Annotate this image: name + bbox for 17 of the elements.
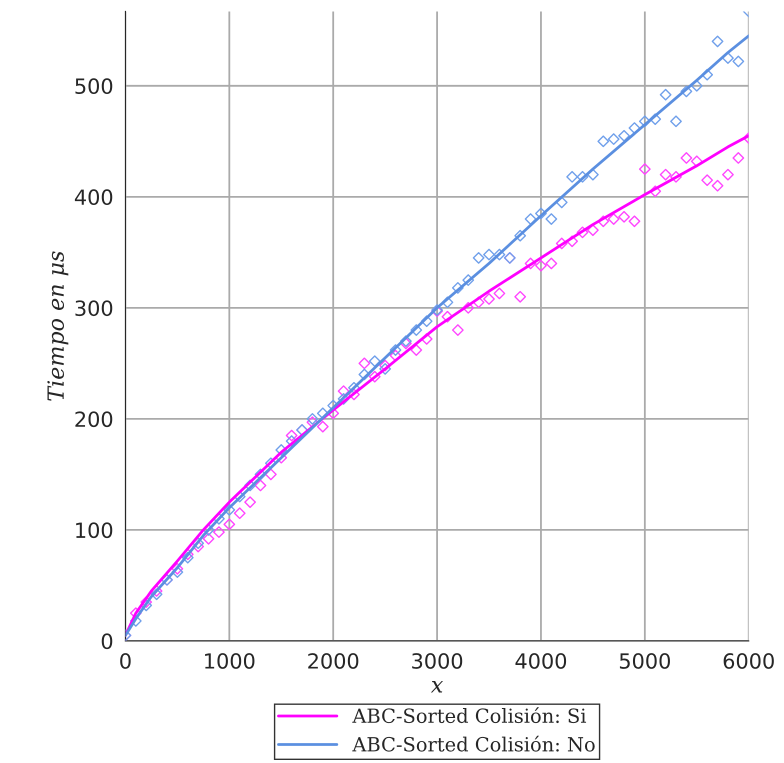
y-tick-label: 0 — [102, 633, 112, 650]
x-tick-label: 2000 — [308, 653, 358, 669]
x-tick-label: 3000 — [412, 653, 462, 669]
x-tick-label: 0 — [120, 653, 131, 669]
x-axis-title: x — [430, 681, 444, 693]
legend-label: ABC-Sorted Colisión: Si — [352, 707, 586, 724]
legend-label: ABC-Sorted Colisión: No — [352, 736, 595, 752]
y-axis-title: Tiempo en μs — [47, 251, 68, 401]
x-tick-label: 1000 — [205, 653, 254, 669]
x-tick-label: 5000 — [620, 653, 670, 669]
y-tick-label: 300 — [75, 300, 112, 316]
x-tick-label: 4000 — [515, 653, 566, 669]
y-tick-label: 500 — [75, 78, 112, 94]
y-tick-label: 100 — [76, 522, 112, 538]
x-tick-label: 6000 — [724, 653, 774, 669]
y-tick-label: 200 — [75, 411, 112, 428]
y-tick-label: 400 — [74, 189, 112, 206]
